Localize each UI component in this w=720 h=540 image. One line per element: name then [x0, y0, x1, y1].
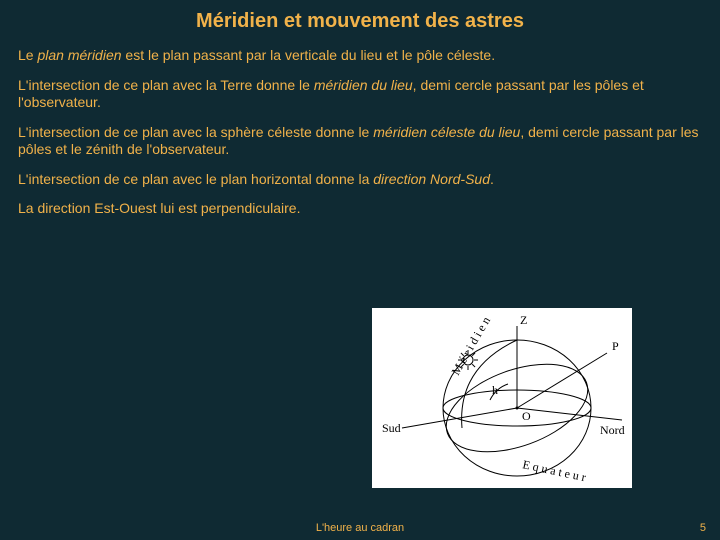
svg-text:Sud: Sud	[382, 421, 401, 435]
svg-text:Nord: Nord	[600, 423, 625, 437]
svg-text:Z: Z	[520, 313, 527, 327]
slide: Méridien et mouvement des astres Le plan…	[0, 0, 720, 540]
p3-text-a: L'intersection de ce plan avec la sphère…	[18, 124, 373, 140]
paragraph-4: L'intersection de ce plan avec le plan h…	[0, 165, 720, 195]
p4-italic: direction Nord-Sud	[373, 171, 490, 187]
slide-title: Méridien et mouvement des astres	[0, 0, 720, 41]
svg-text:O: O	[522, 409, 531, 423]
page-number: 5	[700, 522, 706, 534]
p1-italic: plan méridien	[37, 47, 121, 63]
p4-text-b: .	[490, 171, 494, 187]
paragraph-3: L'intersection de ce plan avec la sphère…	[0, 118, 720, 165]
svg-text:h: h	[492, 383, 498, 397]
p1-text-b: est le plan passant par la verticale du …	[122, 47, 496, 63]
celestial-sphere-diagram: ZPSudNordOhM é r i d i e nE q u a t e u …	[372, 308, 632, 488]
p3-italic: méridien céleste du lieu	[373, 124, 520, 140]
p1-text-a: Le	[18, 47, 37, 63]
p4-text-a: L'intersection de ce plan avec le plan h…	[18, 171, 373, 187]
paragraph-5: La direction Est-Ouest lui est perpendic…	[0, 194, 720, 224]
svg-text:P: P	[612, 339, 619, 353]
footer-center: L'heure au cadran	[0, 522, 720, 534]
sphere-diagram-svg: ZPSudNordOhM é r i d i e nE q u a t e u …	[372, 308, 632, 488]
paragraph-1: Le plan méridien est le plan passant par…	[0, 41, 720, 71]
paragraph-2: L'intersection de ce plan avec la Terre …	[0, 71, 720, 118]
p2-text-a: L'intersection de ce plan avec la Terre …	[18, 77, 314, 93]
p2-italic: méridien du lieu	[314, 77, 413, 93]
